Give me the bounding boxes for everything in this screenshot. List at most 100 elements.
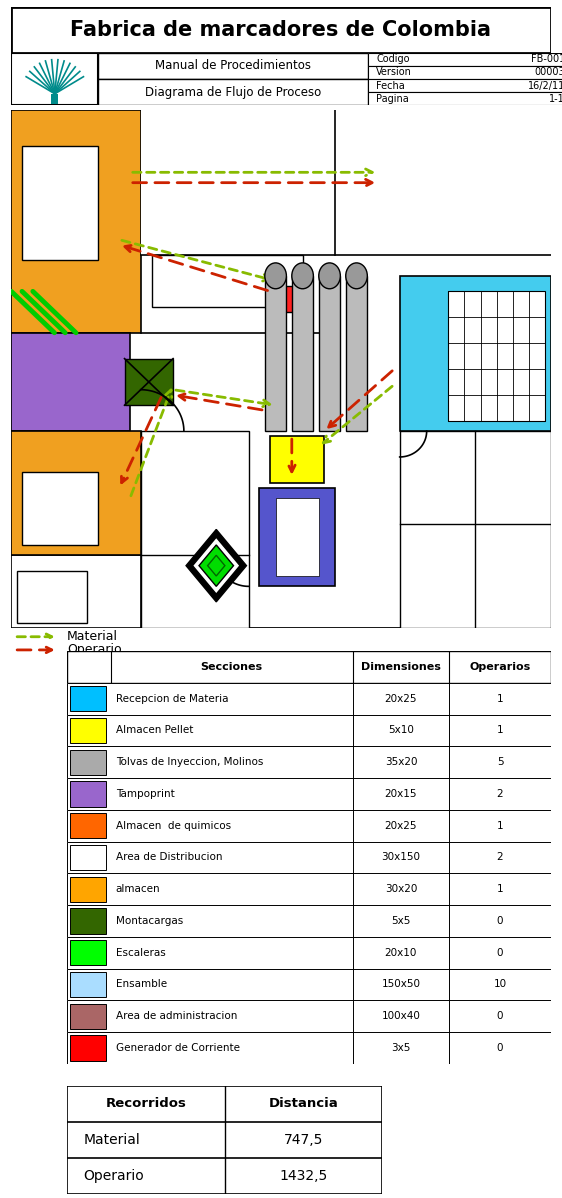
Text: 1432,5: 1432,5	[279, 1169, 328, 1182]
Text: 20x25: 20x25	[384, 821, 417, 830]
Text: Secciones: Secciones	[201, 662, 263, 672]
Text: 1-1: 1-1	[549, 93, 562, 104]
Text: 35x20: 35x20	[384, 757, 417, 767]
Bar	[11, 556, 141, 628]
Text: Operario: Operario	[67, 643, 121, 657]
Text: 5x5: 5x5	[391, 916, 411, 926]
Bar	[275, 286, 302, 311]
Bar	[22, 472, 98, 545]
Text: 1: 1	[497, 821, 504, 830]
Text: 1: 1	[497, 884, 504, 894]
Text: 5x10: 5x10	[388, 726, 414, 736]
Ellipse shape	[292, 262, 314, 289]
Ellipse shape	[346, 262, 368, 289]
Text: 30x20: 30x20	[385, 884, 417, 894]
Bar	[51, 93, 58, 104]
Text: 0: 0	[497, 948, 503, 957]
Text: Ensamble: Ensamble	[116, 980, 167, 990]
Bar	[11, 110, 141, 333]
Bar	[17, 570, 87, 623]
Bar	[70, 908, 106, 933]
Bar	[70, 845, 106, 870]
Polygon shape	[193, 537, 240, 594]
Polygon shape	[186, 530, 247, 601]
Bar	[152, 255, 302, 307]
Text: Material: Material	[67, 630, 118, 643]
Text: 2: 2	[497, 789, 504, 799]
Text: Fecha: Fecha	[377, 80, 405, 91]
Text: 747,5: 747,5	[284, 1133, 323, 1146]
Text: 100x40: 100x40	[382, 1011, 420, 1021]
Text: Almacen  de quimicos: Almacen de quimicos	[116, 821, 231, 830]
Text: Manual de Procedimientos: Manual de Procedimientos	[155, 60, 311, 72]
Text: Version: Version	[377, 67, 412, 78]
Bar	[70, 940, 106, 966]
Text: Recepcion de Materia: Recepcion de Materia	[116, 694, 228, 703]
Bar	[368, 92, 562, 105]
Text: 20x15: 20x15	[384, 789, 417, 799]
Bar	[265, 276, 287, 431]
Text: Operarios: Operarios	[469, 662, 531, 672]
Text: 1: 1	[497, 726, 504, 736]
Text: Almacen Pellet: Almacen Pellet	[116, 726, 193, 736]
Text: Montacargas: Montacargas	[116, 916, 183, 926]
Bar	[140, 431, 248, 628]
Text: Fabrica de marcadores de Colombia: Fabrica de marcadores de Colombia	[70, 20, 492, 40]
Text: Operario: Operario	[83, 1169, 144, 1182]
Text: Material: Material	[83, 1133, 140, 1146]
Text: Pagina: Pagina	[377, 93, 409, 104]
Bar	[400, 110, 551, 276]
Bar	[448, 291, 545, 420]
Bar	[319, 276, 341, 431]
Text: 150x50: 150x50	[382, 980, 420, 990]
Text: Generador de Corriente: Generador de Corriente	[116, 1043, 240, 1053]
Ellipse shape	[319, 262, 341, 289]
Polygon shape	[207, 556, 225, 576]
Bar	[70, 686, 106, 712]
Bar	[400, 276, 551, 431]
Text: 0: 0	[497, 916, 503, 926]
Bar	[70, 1035, 106, 1060]
Bar	[260, 488, 335, 586]
Bar	[400, 431, 551, 628]
Text: Tampoprint: Tampoprint	[116, 789, 175, 799]
Ellipse shape	[265, 262, 287, 289]
Text: almacen: almacen	[116, 884, 160, 894]
Text: 0: 0	[497, 1011, 503, 1021]
Text: Recorridos: Recorridos	[106, 1097, 187, 1111]
Bar	[140, 110, 335, 255]
Bar	[368, 53, 562, 66]
Text: 2: 2	[497, 853, 504, 863]
Text: 30x150: 30x150	[382, 853, 420, 863]
Text: 20x10: 20x10	[385, 948, 417, 957]
Text: Area de administracion: Area de administracion	[116, 1011, 237, 1021]
Text: Diagrama de Flujo de Proceso: Diagrama de Flujo de Proceso	[145, 86, 321, 98]
Bar	[346, 276, 368, 431]
Bar	[70, 1004, 106, 1029]
Text: 20x25: 20x25	[384, 694, 417, 703]
Bar	[70, 972, 106, 997]
Bar	[11, 333, 130, 431]
Polygon shape	[199, 545, 234, 586]
Text: 0: 0	[497, 1043, 503, 1053]
Bar	[270, 436, 324, 483]
Text: Distancia: Distancia	[269, 1097, 338, 1111]
Text: 5: 5	[497, 757, 504, 767]
Bar	[368, 66, 562, 79]
Bar	[98, 79, 368, 105]
Bar	[275, 498, 319, 576]
Bar	[22, 146, 98, 260]
Bar	[125, 358, 173, 405]
Text: 1: 1	[497, 694, 504, 703]
Text: 10: 10	[493, 980, 506, 990]
Text: Escaleras: Escaleras	[116, 948, 166, 957]
Bar	[70, 750, 106, 775]
Text: Codigo: Codigo	[377, 54, 410, 65]
Bar	[70, 781, 106, 806]
Text: 16/2/11: 16/2/11	[528, 80, 562, 91]
Text: 3x5: 3x5	[391, 1043, 411, 1053]
Bar	[368, 79, 562, 92]
Bar	[70, 877, 106, 902]
Text: Dimensiones: Dimensiones	[361, 662, 441, 672]
Bar	[11, 431, 141, 556]
